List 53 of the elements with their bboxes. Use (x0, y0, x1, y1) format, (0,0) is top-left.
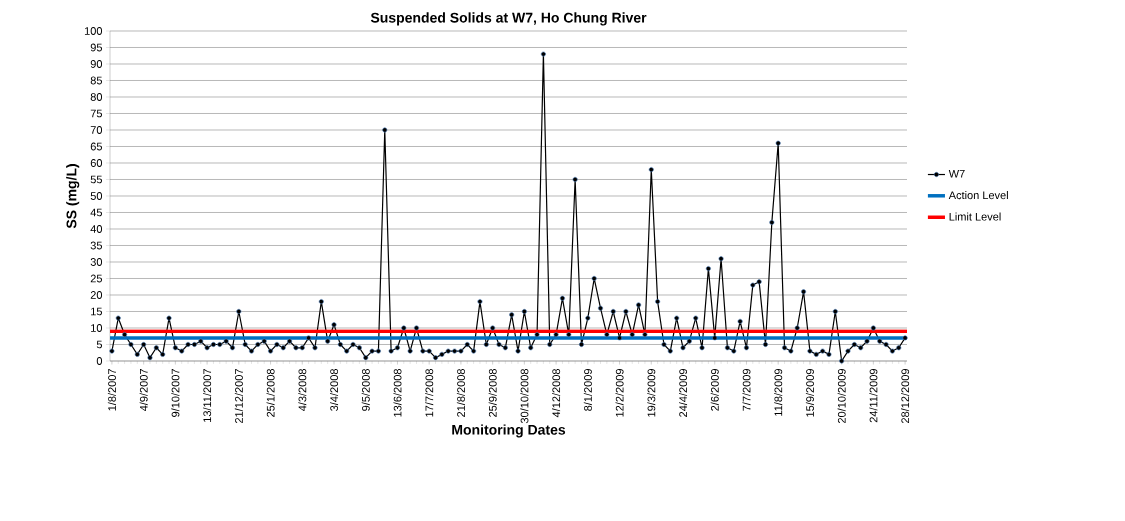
y-tick-label: 35 (90, 241, 103, 250)
x-axis-title: Monitoring Dates (452, 424, 566, 438)
y-tick-label: 40 (90, 225, 103, 233)
x-tick-label: 28/12/2009 (901, 369, 910, 424)
x-tick-label: 4/9/2007 (139, 369, 148, 412)
x-tick-label: 12/2/2009 (615, 369, 624, 417)
x-tick-label: 4/12/2008 (552, 369, 561, 418)
y-tick-label: 0 (96, 357, 103, 365)
y-tick-label: 30 (90, 258, 103, 266)
y-tick-label: 5 (96, 340, 103, 349)
y-tick-label: 95 (90, 43, 103, 52)
y-tick-label: 75 (90, 109, 103, 118)
y-tick-label: 50 (90, 192, 103, 200)
y-tick-label: 25 (90, 274, 103, 283)
y-axis-title: SS (mg/L) (66, 164, 80, 229)
x-tick-label: 1/8/2007 (107, 369, 116, 411)
x-tick-label: 17/7/2008 (425, 369, 434, 417)
y-tick-label: 65 (90, 142, 103, 151)
x-tick-label: 2/6/2009 (710, 369, 719, 411)
y-tick-label: 80 (90, 93, 103, 101)
x-tick-label: 19/3/2009 (647, 369, 656, 417)
x-tick-label: 24/4/2009 (678, 369, 688, 417)
x-tick-label: 24/11/2009 (869, 369, 878, 423)
y-tick-label: 15 (91, 307, 103, 316)
x-tick-label: 21/8/2008 (456, 369, 465, 417)
x-tick-label: 25/9/2008 (488, 369, 497, 417)
x-tick-label: 11/8/2009 (774, 369, 783, 416)
x-tick-label: 21/12/2007 (234, 369, 243, 424)
x-tick-label: 13/11/2007 (203, 369, 212, 422)
y-tick-label: 10 (91, 324, 103, 332)
y-tick-label: 20 (90, 291, 103, 299)
y-tick-label: 90 (90, 60, 103, 68)
legend-label: Action Level (948, 191, 1008, 200)
chart-title: Suspended Solids at W7, Ho Chung River (370, 12, 647, 26)
x-tick-label: 3/4/2008 (329, 369, 339, 411)
legend-label: Limit Level (949, 212, 1001, 221)
legend-label: W7 (948, 169, 965, 178)
x-tick-label: 15/9/2009 (805, 369, 814, 417)
x-tick-label: 8/1/2009 (583, 369, 592, 411)
x-tick-label: 7/7/2009 (742, 369, 751, 411)
x-tick-label: 4/3/2008 (298, 369, 307, 412)
y-tick-label: 100 (84, 27, 103, 35)
y-tick-label: 55 (90, 175, 103, 184)
y-tick-label: 70 (90, 126, 103, 134)
x-tick-label: 30/10/2008 (520, 369, 529, 424)
x-tick-label: 9/5/2008 (361, 369, 370, 411)
y-tick-label: 60 (90, 159, 103, 167)
y-tick-label: 85 (90, 76, 103, 85)
y-tick-label: 45 (90, 208, 103, 217)
x-tick-label: 13/6/2008 (393, 369, 402, 417)
x-tick-label: 9/10/2007 (171, 369, 180, 417)
x-tick-label: 20/10/2009 (837, 369, 846, 424)
x-tick-label: 25/1/2008 (266, 369, 275, 417)
